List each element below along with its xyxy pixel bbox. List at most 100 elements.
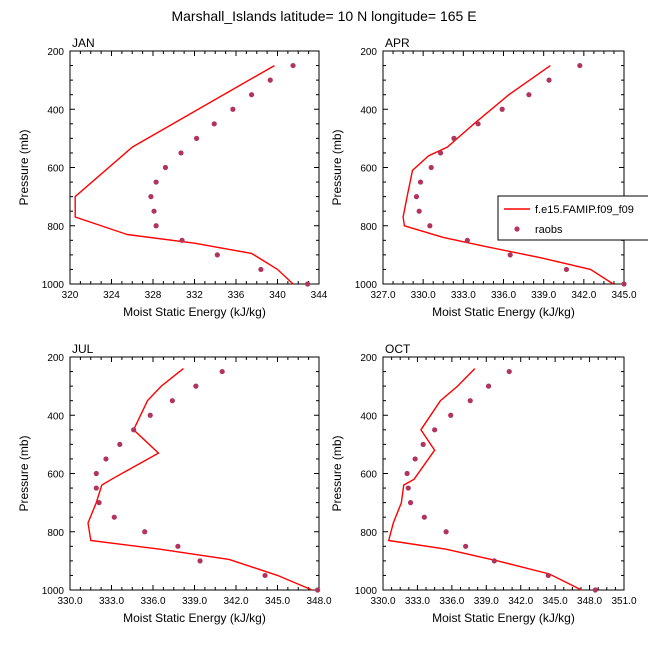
model-series-line [402, 65, 614, 285]
x-tick-label: 340 [269, 290, 286, 301]
raobs-point [197, 558, 203, 564]
y-tick-label: 400 [47, 105, 64, 116]
y-tick-label: 600 [360, 470, 377, 481]
raobs-point [485, 383, 492, 389]
raobs-point [577, 62, 583, 69]
x-axis-label: Moist Static Energy (kJ/kg) [123, 611, 266, 625]
x-tick-label: 336 [228, 290, 245, 301]
raobs-point [499, 106, 505, 112]
raobs-point [315, 587, 321, 593]
x-tick-label: 333.0 [405, 596, 430, 607]
x-tick-label: 336.0 [140, 596, 165, 607]
x-tick-label: 339.0 [182, 596, 207, 607]
raobs-point [464, 237, 470, 243]
y-tick-label: 200 [360, 47, 377, 58]
legend-raobs-swatch [514, 226, 520, 232]
legend-box [497, 195, 648, 241]
raobs-point [175, 543, 181, 549]
x-axis-label: Moist Static Energy (kJ/kg) [123, 305, 266, 319]
x-tick-label: 330.0 [411, 290, 436, 301]
panel-label: JAN [72, 36, 95, 50]
raobs-point [153, 179, 159, 185]
raobs-point [230, 106, 236, 112]
y-tick-label: 400 [360, 411, 377, 422]
legend-model-label: f.e15.FAMIP.f09_f09 [535, 204, 634, 216]
raobs-point [151, 208, 157, 214]
raobs-point [93, 485, 99, 491]
x-tick-label: 345.0 [543, 596, 568, 607]
x-tick-label: 339.0 [531, 290, 556, 301]
y-tick-label: 1000 [42, 280, 65, 291]
model-series-line [87, 368, 313, 591]
raobs-point [214, 252, 220, 258]
y-tick-label: 400 [47, 411, 64, 422]
panel-label: JUL [72, 342, 94, 356]
raobs-point [262, 572, 268, 579]
raobs-point [506, 368, 512, 375]
x-tick-label: 345.0 [265, 596, 290, 607]
raobs-point [290, 62, 296, 69]
raobs-point [427, 223, 433, 229]
raobs-point [428, 164, 434, 171]
raobs-point [592, 587, 598, 593]
x-tick-label: 330.0 [370, 596, 395, 607]
x-tick-label: 345.0 [611, 290, 636, 301]
raobs-point [407, 500, 414, 506]
raobs-point [546, 77, 552, 83]
x-tick-label: 351.0 [611, 596, 636, 607]
plot-frame [69, 50, 320, 285]
x-axis-label: Moist Static Energy (kJ/kg) [432, 611, 575, 625]
raobs-point [219, 368, 225, 375]
raobs-point [432, 427, 438, 433]
raobs-point [148, 194, 154, 200]
y-tick-label: 600 [360, 164, 377, 175]
raobs-point [267, 77, 273, 83]
x-tick-label: 348.0 [577, 596, 602, 607]
y-tick-label: 600 [47, 470, 64, 481]
x-tick-label: 333.0 [99, 596, 124, 607]
chart-panel-jan: JAN 320 324 328 332 336 340 344 200 400 600 800 1000… [17, 36, 328, 319]
x-tick-label: 342.0 [223, 596, 248, 607]
y-axis-label: Pressure (mb) [17, 435, 31, 511]
y-tick-label: 800 [360, 528, 377, 539]
raobs-point [416, 208, 422, 214]
raobs-point [545, 572, 551, 579]
raobs-point [153, 223, 159, 229]
raobs-point [405, 485, 411, 491]
raobs-point [412, 456, 418, 462]
x-tick-label: 328 [145, 290, 162, 301]
panel-label: APR [385, 36, 410, 50]
x-tick-label: 336.0 [439, 596, 464, 607]
raobs-point [162, 164, 169, 171]
y-axis-label: Pressure (mb) [330, 129, 344, 205]
y-tick-label: 800 [47, 528, 64, 539]
y-tick-label: 200 [47, 353, 64, 364]
plot-frame [69, 356, 320, 591]
x-tick-label: 330.0 [57, 596, 82, 607]
x-tick-label: 339.0 [474, 596, 499, 607]
raobs-point [179, 237, 185, 243]
panel-label: OCT [385, 342, 411, 356]
raobs-point [178, 150, 184, 156]
raobs-point [563, 266, 570, 273]
raobs-point [421, 514, 427, 520]
model-series-line [387, 368, 582, 591]
y-tick-label: 400 [360, 105, 377, 116]
raobs-point [103, 456, 109, 462]
x-tick-label: 324 [103, 290, 120, 301]
raobs-point [142, 529, 148, 535]
raobs-point [258, 266, 264, 273]
y-tick-label: 1000 [355, 586, 378, 597]
chart-panel-oct: OCT 330.0 333.0 336.0 339.0 342.0 345.0 348.0 35… [330, 342, 637, 625]
raobs-point [507, 252, 513, 258]
raobs-point [304, 281, 311, 287]
raobs-point [451, 135, 457, 141]
raobs-point [463, 543, 469, 549]
raobs-point [117, 441, 123, 447]
raobs-point [448, 412, 454, 418]
plot-frame [382, 50, 625, 285]
raobs-point [621, 281, 627, 287]
raobs-point [147, 412, 153, 418]
plot-frame [382, 356, 625, 591]
